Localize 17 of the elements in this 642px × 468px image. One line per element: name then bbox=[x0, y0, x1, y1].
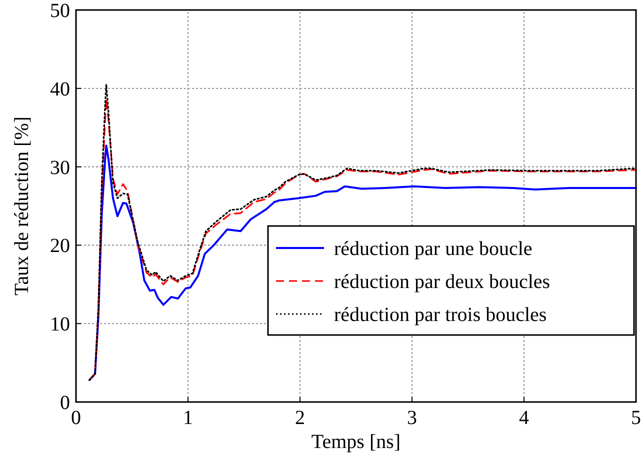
y-tick-label: 0 bbox=[60, 392, 70, 414]
y-tick-label: 30 bbox=[50, 156, 70, 179]
x-tick-label: 4 bbox=[519, 407, 529, 429]
y-tick-label: 20 bbox=[50, 235, 70, 258]
legend-label: réduction par une boucle bbox=[334, 238, 532, 260]
y-tick-label: 50 bbox=[50, 0, 70, 22]
y-tick-label: 10 bbox=[50, 314, 70, 336]
x-tick-label: 3 bbox=[407, 407, 417, 429]
x-tick-label: 5 bbox=[631, 407, 641, 429]
x-tick-label: 2 bbox=[295, 407, 305, 429]
x-tick-label: 1 bbox=[183, 407, 193, 429]
x-axis-title: Temps [ns] bbox=[311, 431, 401, 453]
line-series bbox=[88, 144, 637, 382]
legend-label: réduction par trois boucles bbox=[334, 304, 547, 326]
legend-label: réduction par deux boucles bbox=[334, 271, 550, 293]
y-tick-label: 40 bbox=[50, 78, 70, 100]
y-axis-title: Taux de réduction [%] bbox=[11, 116, 33, 296]
